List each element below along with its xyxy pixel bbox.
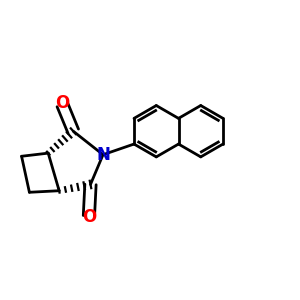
- Text: N: N: [97, 146, 111, 164]
- Text: O: O: [82, 208, 96, 226]
- Text: O: O: [55, 94, 69, 112]
